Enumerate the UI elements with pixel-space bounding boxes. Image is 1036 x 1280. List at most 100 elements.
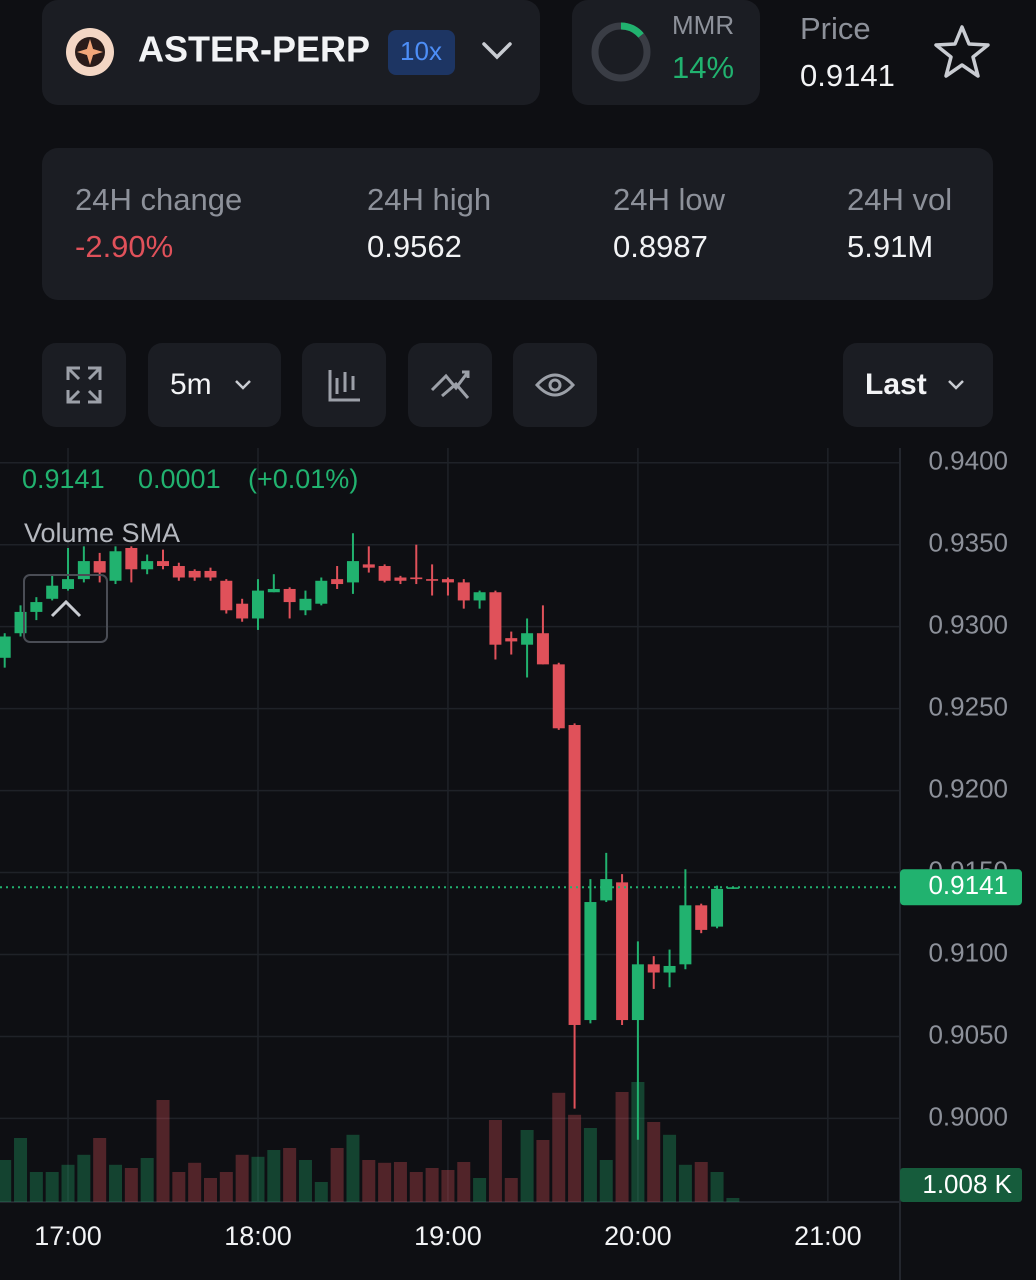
volume-bar [93,1138,107,1202]
volume-bar [14,1138,28,1202]
candle-body [663,965,676,973]
stat-value: 0.8987 [613,229,708,264]
stat-label: 24H low [613,182,726,217]
candle-body [441,579,454,583]
volume-bar [631,1082,645,1202]
candle-body [30,602,43,612]
candle-body [426,579,439,581]
collapse-icon [50,599,82,618]
volume-bar [0,1160,12,1202]
last-price-label: 0.9141 [928,870,1008,900]
volume-bar [251,1156,265,1202]
price-source-chevron [948,380,964,390]
dropdown-chevron[interactable] [482,42,512,60]
collapse-button[interactable] [23,574,108,643]
price-source-button[interactable] [843,343,993,427]
last-volume-label: 1.008 K [922,1169,1012,1199]
interval: 5m [170,368,212,401]
volume-bar [678,1164,692,1202]
volume-bar [124,1168,138,1202]
candle-body [77,561,90,580]
candle-body [299,598,312,611]
candle-body [536,633,549,665]
candle-body [552,664,565,729]
favorite-star[interactable] [934,25,990,78]
mmr-value: 14% [672,50,734,85]
candle-body [125,547,138,570]
pair-selector[interactable] [42,0,540,105]
volume-bar [314,1182,328,1202]
indicators-button[interactable] [408,343,492,427]
interval-chevron [235,380,251,390]
candle-body [410,577,423,580]
stat-value: 5.91M [847,229,933,264]
candle-body [172,566,185,578]
volume-bar [599,1160,613,1202]
volume-bar [378,1162,392,1202]
candle-body [378,566,391,581]
volume-bar [235,1154,249,1202]
candle-body [394,577,407,581]
candle-body [711,888,724,927]
candle-body [362,564,375,568]
volume-bar [504,1178,518,1202]
mmr-label: MMR [672,10,734,40]
candle-body [505,638,518,642]
volume-bar [457,1162,471,1202]
volume-bar [473,1178,487,1202]
volume-bar [425,1168,439,1202]
chart-type-icon [328,370,360,402]
volume-bar [109,1164,123,1202]
stat-value: -2.90% [75,229,173,264]
last-price-tag [900,869,1022,906]
volume-bar [283,1148,297,1202]
volume-bar [710,1172,724,1202]
price-label: Price [800,11,871,46]
candle-body [631,964,644,1021]
interval-button[interactable] [148,343,281,427]
legend-change-pct: (+0.01%) [248,464,358,494]
volume-bar [188,1162,202,1202]
volume-bar [267,1150,281,1202]
candle-body [346,561,359,583]
volume-bar [536,1140,550,1202]
y-tick-label: 0.9400 [928,446,1008,476]
volume-bar [552,1092,566,1202]
candle-body [62,579,75,589]
volume-bar [156,1100,170,1202]
volume-bar [409,1172,423,1202]
indicators-icon [430,370,470,399]
eye-icon [534,373,576,397]
volume-bar [362,1160,376,1202]
volume-bar [203,1178,217,1202]
x-tick-label: 20:00 [604,1221,672,1251]
last-volume-tag [900,1168,1022,1202]
x-tick-label: 17:00 [34,1221,102,1251]
candle-body [109,551,122,581]
y-tick-label: 0.9300 [928,610,1008,640]
y-tick-label: 0.9250 [928,691,1008,721]
y-tick-label: 0.9100 [928,937,1008,967]
candle-body [204,570,217,578]
price: 0.9141 [800,58,895,93]
volume-bar [615,1092,629,1202]
stat-label: 24H change [75,182,242,217]
visibility-button[interactable] [513,343,597,427]
candle-body [93,561,106,573]
stats: 24H change -2.90% 24H high 0.9562 24H low 0.8… [75,182,952,264]
candle-body [679,905,692,965]
x-tick-label: 21:00 [794,1221,862,1251]
candle-body [457,582,470,601]
candle-body [188,570,201,578]
volume-bar [393,1162,407,1202]
volume-bar [346,1134,360,1202]
candle-body [141,561,154,570]
price-source: Last [865,368,927,401]
leverage-badge[interactable] [388,30,455,75]
volume-bar [77,1154,91,1202]
x-tick-label: 19:00 [414,1221,482,1251]
y-tick-label: 0.9000 [928,1101,1008,1131]
candle-body [220,580,233,611]
stats-card [42,148,993,300]
fullscreen-button[interactable] [42,343,126,427]
